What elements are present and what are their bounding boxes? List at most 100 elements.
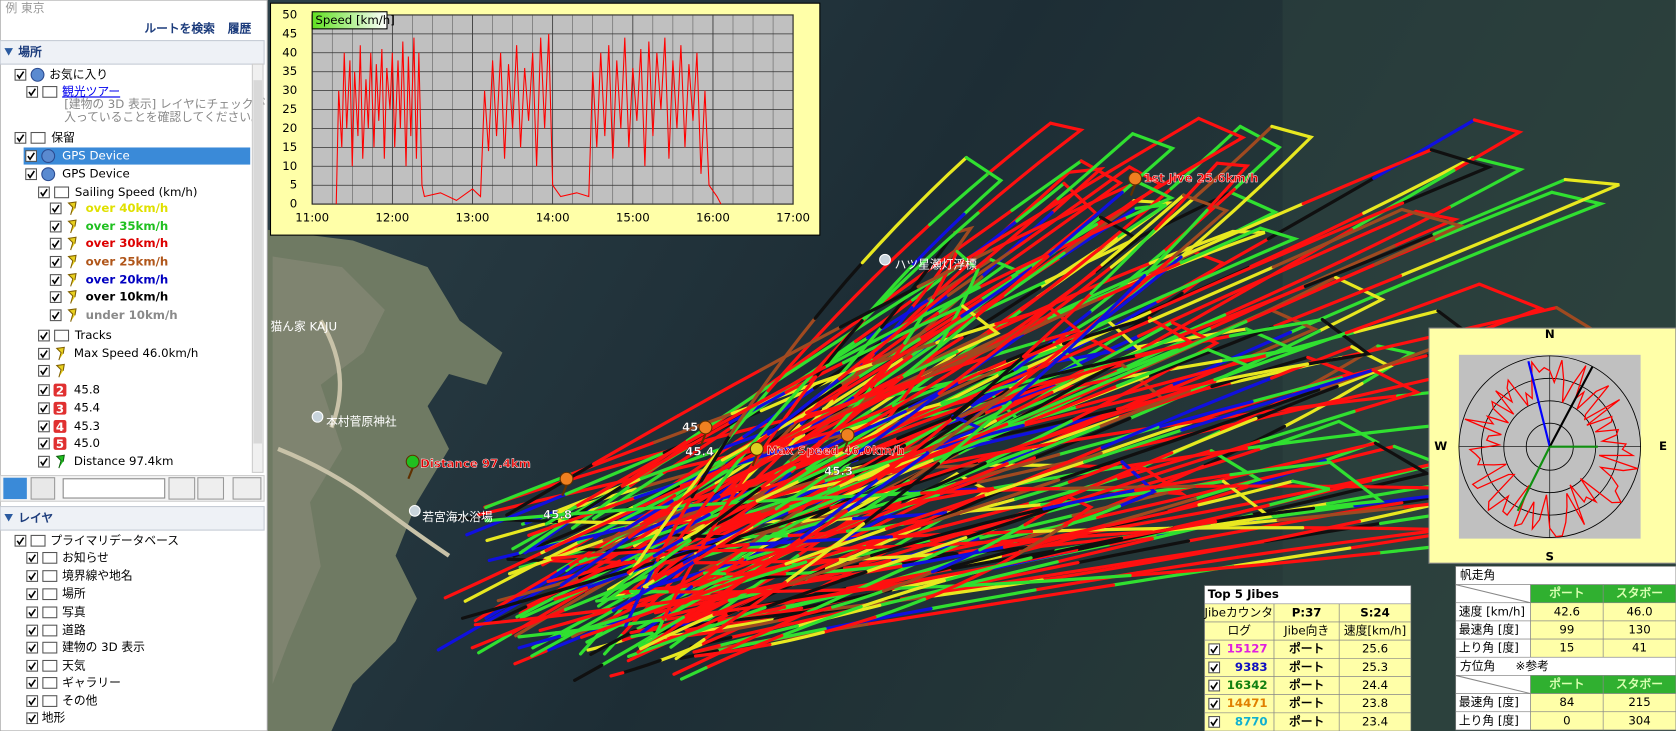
tree-item[interactable]: over 35km/h [86, 219, 169, 233]
layer-item[interactable]: 道路 [62, 623, 86, 637]
track-segment [597, 588, 623, 608]
checkbox[interactable] [49, 255, 62, 268]
checkbox[interactable] [14, 131, 27, 144]
check [40, 422, 48, 432]
track-segment [811, 409, 907, 455]
layer-item[interactable]: 写真 [62, 605, 86, 619]
checkbox[interactable] [26, 659, 39, 672]
checkbox[interactable] [26, 570, 39, 582]
tree-item[interactable]: Max Speed 46.0km/h [74, 346, 198, 360]
layer-item[interactable]: プライマリデータベース [50, 533, 179, 547]
checkbox[interactable] [49, 274, 62, 286]
checkbox[interactable] [25, 150, 37, 162]
checkbox[interactable] [26, 551, 39, 564]
check [51, 258, 60, 267]
layer-item[interactable]: 天気 [62, 658, 86, 672]
tree-item[interactable]: over 20km/h [86, 273, 169, 287]
layer-item[interactable]: 建物の 3D 表示 [62, 640, 145, 654]
checkbox[interactable] [38, 329, 50, 342]
down-button[interactable] [197, 477, 225, 500]
track-segment [637, 448, 720, 482]
tree-item[interactable]: GPS Device [62, 149, 130, 163]
checkbox[interactable] [26, 695, 39, 707]
checkbox[interactable] [38, 455, 50, 468]
checkbox[interactable] [49, 309, 62, 322]
checkbox[interactable] [49, 237, 62, 250]
checkbox[interactable] [26, 624, 39, 637]
track-segment [986, 338, 1046, 359]
check [51, 293, 60, 302]
checkbox[interactable] [14, 68, 27, 81]
checkbox[interactable] [26, 86, 39, 98]
tree-item[interactable]: 観光ツアー [62, 84, 120, 98]
checkbox[interactable] [26, 712, 39, 725]
layer-item[interactable]: 場所 [62, 587, 86, 601]
layer-item[interactable]: 地形 [42, 711, 66, 725]
checkbox[interactable] [38, 384, 50, 396]
checkbox[interactable] [38, 347, 50, 360]
table-cell-text: Jibeカウンタ [1204, 605, 1273, 619]
checkbox[interactable] [38, 402, 50, 415]
checkbox[interactable] [1208, 697, 1221, 710]
map-label: 45.4 [685, 445, 714, 459]
checkbox[interactable] [26, 641, 39, 654]
tree-item[interactable]: GPS Device [62, 167, 130, 181]
checkbox[interactable] [38, 420, 50, 433]
checkbox[interactable] [26, 588, 39, 601]
layer-item[interactable]: ギャラリー [62, 675, 121, 689]
checkbox[interactable] [38, 364, 50, 377]
tree-item[interactable]: under 10km/h [86, 308, 178, 322]
track-segment [913, 537, 1035, 548]
checkbox[interactable] [1208, 661, 1221, 674]
tree-item[interactable]: over 25km/h [86, 254, 169, 268]
checkbox[interactable] [49, 202, 62, 215]
checkbox[interactable] [49, 291, 62, 303]
layer-item[interactable]: お知らせ [62, 550, 109, 564]
track-segment [1291, 444, 1396, 473]
track-segment [962, 155, 1004, 216]
track-segment [1005, 425, 1101, 466]
filter-input[interactable] [62, 478, 166, 499]
toggle-button[interactable] [30, 477, 56, 500]
track-segment [1529, 177, 1620, 224]
tree-item[interactable]: Distance 97.4km [74, 454, 174, 468]
checkbox[interactable] [26, 606, 39, 619]
tree-item[interactable]: 45.8 [74, 383, 100, 397]
checkbox[interactable] [38, 437, 50, 450]
y-tick-label: 20 [282, 121, 297, 135]
tree-item[interactable]: over 10km/h [86, 290, 169, 304]
log-id: 14471 [1227, 696, 1268, 710]
track-segment [1193, 449, 1263, 501]
checkbox[interactable] [38, 186, 50, 199]
tree-item[interactable]: Sailing Speed (km/h) [75, 185, 198, 199]
tree-item[interactable]: 保留 [51, 130, 75, 144]
folder-button[interactable] [232, 477, 262, 500]
tree-item[interactable]: over 40km/h [86, 201, 169, 215]
history-link[interactable]: 履歴 [227, 21, 252, 35]
search-button[interactable] [3, 477, 27, 500]
scroll-thumb[interactable] [253, 80, 262, 444]
checkbox[interactable] [1208, 716, 1221, 728]
tree-item[interactable]: 45.3 [74, 419, 100, 433]
tree-item[interactable]: Tracks [74, 328, 112, 342]
checkbox[interactable] [26, 677, 39, 689]
layer-item[interactable]: その他 [62, 694, 97, 708]
track-segment [992, 331, 1082, 374]
tree-item[interactable]: 45.4 [74, 401, 100, 415]
layer-item[interactable]: 境界線や地名 [62, 569, 133, 583]
checkbox[interactable] [1208, 643, 1221, 656]
tree-item[interactable]: over 30km/h [86, 236, 169, 250]
compass-label: W [1434, 439, 1447, 453]
checkbox[interactable] [25, 168, 37, 181]
track-segment [563, 570, 660, 612]
tree-item[interactable]: 45.0 [74, 436, 100, 450]
track-segment [937, 329, 1023, 396]
jibe-speed: 24.4 [1362, 678, 1388, 692]
up-button[interactable] [168, 477, 196, 500]
check [40, 458, 48, 467]
checkbox[interactable] [1208, 679, 1221, 692]
checkbox[interactable] [14, 534, 27, 547]
route-search-link[interactable]: ルートを検索 [144, 21, 215, 35]
tree-item[interactable]: お気に入り [49, 67, 108, 81]
checkbox[interactable] [49, 220, 62, 233]
